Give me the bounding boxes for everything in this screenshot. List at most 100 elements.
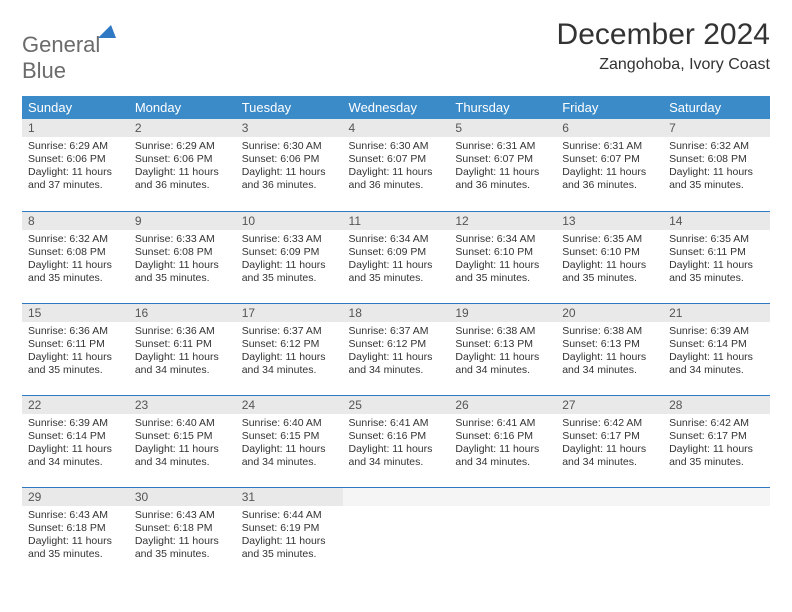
sunrise-line: Sunrise: 6:42 AM	[669, 417, 764, 430]
calendar-day-cell: 14Sunrise: 6:35 AMSunset: 6:11 PMDayligh…	[663, 211, 770, 303]
sunrise-line: Sunrise: 6:40 AM	[242, 417, 337, 430]
calendar-week-row: 1Sunrise: 6:29 AMSunset: 6:06 PMDaylight…	[22, 119, 770, 211]
sunrise-line: Sunrise: 6:44 AM	[242, 509, 337, 522]
brand-logo: General Blue	[22, 24, 116, 84]
weekday-header: Monday	[129, 96, 236, 119]
day-number: 26	[449, 396, 556, 414]
calendar-day-cell: 27Sunrise: 6:42 AMSunset: 6:17 PMDayligh…	[556, 395, 663, 487]
sunset-line: Sunset: 6:08 PM	[669, 153, 764, 166]
weekday-header-row: Sunday Monday Tuesday Wednesday Thursday…	[22, 96, 770, 119]
day-content: Sunrise: 6:31 AMSunset: 6:07 PMDaylight:…	[449, 137, 556, 199]
sunrise-line: Sunrise: 6:31 AM	[562, 140, 657, 153]
sunset-line: Sunset: 6:06 PM	[135, 153, 230, 166]
calendar-week-row: 29Sunrise: 6:43 AMSunset: 6:18 PMDayligh…	[22, 487, 770, 579]
calendar-day-cell: 18Sunrise: 6:37 AMSunset: 6:12 PMDayligh…	[343, 303, 450, 395]
daylight-line: Daylight: 11 hours and 35 minutes.	[135, 535, 230, 561]
day-number: 15	[22, 304, 129, 322]
sunset-line: Sunset: 6:08 PM	[28, 246, 123, 259]
calendar-day-cell: 2Sunrise: 6:29 AMSunset: 6:06 PMDaylight…	[129, 119, 236, 211]
daylight-line: Daylight: 11 hours and 35 minutes.	[669, 166, 764, 192]
sunset-line: Sunset: 6:07 PM	[349, 153, 444, 166]
day-number: 1	[22, 119, 129, 137]
day-content: Sunrise: 6:39 AMSunset: 6:14 PMDaylight:…	[663, 322, 770, 384]
day-number: 7	[663, 119, 770, 137]
calendar-day-cell: 26Sunrise: 6:41 AMSunset: 6:16 PMDayligh…	[449, 395, 556, 487]
day-number: 11	[343, 212, 450, 230]
calendar-day-cell: 24Sunrise: 6:40 AMSunset: 6:15 PMDayligh…	[236, 395, 343, 487]
daylight-line: Daylight: 11 hours and 34 minutes.	[349, 351, 444, 377]
sunrise-line: Sunrise: 6:37 AM	[242, 325, 337, 338]
sunset-line: Sunset: 6:12 PM	[242, 338, 337, 351]
day-number: 4	[343, 119, 450, 137]
calendar-day-cell: 31Sunrise: 6:44 AMSunset: 6:19 PMDayligh…	[236, 487, 343, 579]
sunrise-line: Sunrise: 6:33 AM	[242, 233, 337, 246]
sunset-line: Sunset: 6:13 PM	[562, 338, 657, 351]
day-number: 28	[663, 396, 770, 414]
sunrise-line: Sunrise: 6:30 AM	[349, 140, 444, 153]
weekday-header: Sunday	[22, 96, 129, 119]
sunrise-line: Sunrise: 6:40 AM	[135, 417, 230, 430]
day-content: Sunrise: 6:39 AMSunset: 6:14 PMDaylight:…	[22, 414, 129, 476]
day-number: 23	[129, 396, 236, 414]
day-number: 13	[556, 212, 663, 230]
day-content: Sunrise: 6:37 AMSunset: 6:12 PMDaylight:…	[236, 322, 343, 384]
calendar-day-cell: 29Sunrise: 6:43 AMSunset: 6:18 PMDayligh…	[22, 487, 129, 579]
calendar-day-cell: 15Sunrise: 6:36 AMSunset: 6:11 PMDayligh…	[22, 303, 129, 395]
sunrise-line: Sunrise: 6:41 AM	[349, 417, 444, 430]
calendar-week-row: 22Sunrise: 6:39 AMSunset: 6:14 PMDayligh…	[22, 395, 770, 487]
day-content: Sunrise: 6:38 AMSunset: 6:13 PMDaylight:…	[556, 322, 663, 384]
sunrise-line: Sunrise: 6:33 AM	[135, 233, 230, 246]
daylight-line: Daylight: 11 hours and 36 minutes.	[242, 166, 337, 192]
day-number: 30	[129, 488, 236, 506]
day-content: Sunrise: 6:44 AMSunset: 6:19 PMDaylight:…	[236, 506, 343, 568]
sunrise-line: Sunrise: 6:34 AM	[349, 233, 444, 246]
day-content: Sunrise: 6:33 AMSunset: 6:08 PMDaylight:…	[129, 230, 236, 292]
sunset-line: Sunset: 6:19 PM	[242, 522, 337, 535]
sunset-line: Sunset: 6:09 PM	[349, 246, 444, 259]
sunrise-line: Sunrise: 6:39 AM	[28, 417, 123, 430]
calendar-day-cell: 3Sunrise: 6:30 AMSunset: 6:06 PMDaylight…	[236, 119, 343, 211]
sunset-line: Sunset: 6:08 PM	[135, 246, 230, 259]
day-number: 29	[22, 488, 129, 506]
calendar-day-cell: 6Sunrise: 6:31 AMSunset: 6:07 PMDaylight…	[556, 119, 663, 211]
day-content: Sunrise: 6:37 AMSunset: 6:12 PMDaylight:…	[343, 322, 450, 384]
sunrise-line: Sunrise: 6:34 AM	[455, 233, 550, 246]
daylight-line: Daylight: 11 hours and 35 minutes.	[669, 259, 764, 285]
sunset-line: Sunset: 6:11 PM	[135, 338, 230, 351]
header: General Blue December 2024 Zangohoba, Iv…	[22, 18, 770, 84]
day-number: 24	[236, 396, 343, 414]
day-number: 20	[556, 304, 663, 322]
calendar-day-cell: 17Sunrise: 6:37 AMSunset: 6:12 PMDayligh…	[236, 303, 343, 395]
day-number: 12	[449, 212, 556, 230]
brand-triangle-icon	[98, 24, 116, 38]
brand-name-a: General	[22, 32, 100, 57]
day-content: Sunrise: 6:43 AMSunset: 6:18 PMDaylight:…	[22, 506, 129, 568]
day-number: 2	[129, 119, 236, 137]
title-block: December 2024 Zangohoba, Ivory Coast	[557, 18, 770, 74]
daylight-line: Daylight: 11 hours and 35 minutes.	[28, 351, 123, 377]
weekday-header: Saturday	[663, 96, 770, 119]
sunset-line: Sunset: 6:12 PM	[349, 338, 444, 351]
sunrise-line: Sunrise: 6:32 AM	[669, 140, 764, 153]
sunset-line: Sunset: 6:17 PM	[669, 430, 764, 443]
calendar-empty-cell	[663, 487, 770, 579]
calendar-day-cell: 16Sunrise: 6:36 AMSunset: 6:11 PMDayligh…	[129, 303, 236, 395]
sunset-line: Sunset: 6:13 PM	[455, 338, 550, 351]
sunrise-line: Sunrise: 6:38 AM	[562, 325, 657, 338]
day-content: Sunrise: 6:36 AMSunset: 6:11 PMDaylight:…	[22, 322, 129, 384]
calendar-day-cell: 23Sunrise: 6:40 AMSunset: 6:15 PMDayligh…	[129, 395, 236, 487]
daylight-line: Daylight: 11 hours and 36 minutes.	[562, 166, 657, 192]
sunset-line: Sunset: 6:11 PM	[669, 246, 764, 259]
sunset-line: Sunset: 6:10 PM	[455, 246, 550, 259]
sunset-line: Sunset: 6:16 PM	[349, 430, 444, 443]
sunrise-line: Sunrise: 6:43 AM	[135, 509, 230, 522]
calendar-day-cell: 1Sunrise: 6:29 AMSunset: 6:06 PMDaylight…	[22, 119, 129, 211]
calendar-day-cell: 22Sunrise: 6:39 AMSunset: 6:14 PMDayligh…	[22, 395, 129, 487]
daylight-line: Daylight: 11 hours and 35 minutes.	[242, 259, 337, 285]
sunset-line: Sunset: 6:09 PM	[242, 246, 337, 259]
weekday-header: Thursday	[449, 96, 556, 119]
day-number: 25	[343, 396, 450, 414]
weekday-header: Friday	[556, 96, 663, 119]
calendar-day-cell: 9Sunrise: 6:33 AMSunset: 6:08 PMDaylight…	[129, 211, 236, 303]
calendar-day-cell: 12Sunrise: 6:34 AMSunset: 6:10 PMDayligh…	[449, 211, 556, 303]
